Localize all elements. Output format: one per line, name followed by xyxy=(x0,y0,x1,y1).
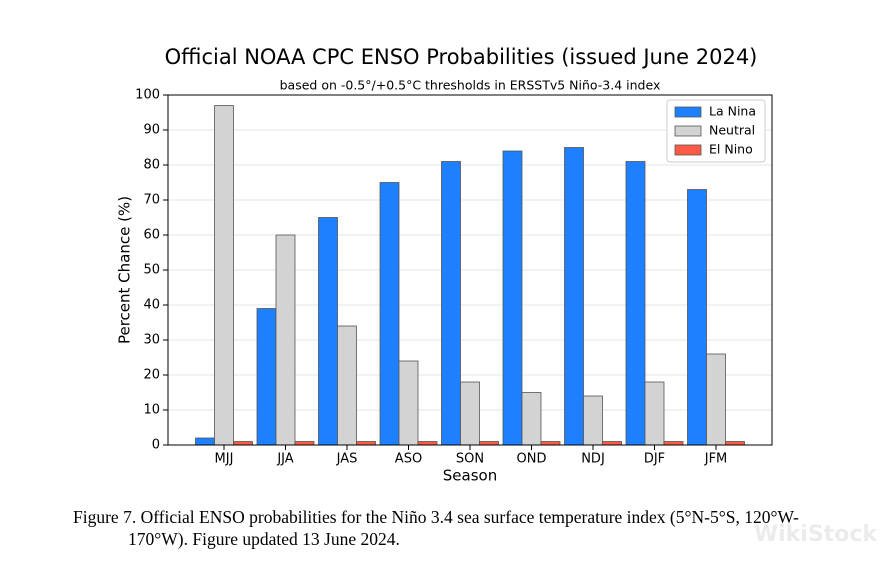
y-tick-label: 80 xyxy=(143,158,160,173)
y-tick-label: 10 xyxy=(143,403,160,418)
bar xyxy=(583,395,603,446)
y-tick-label: 90 xyxy=(143,123,160,138)
legend-label: La Nina xyxy=(709,104,756,119)
bar xyxy=(337,325,357,446)
bar xyxy=(687,189,707,446)
bar xyxy=(663,441,684,446)
x-axis-label: Season xyxy=(443,467,497,485)
bar xyxy=(602,441,622,446)
y-tick-label: 40 xyxy=(143,298,160,313)
y-tick-label: 0 xyxy=(152,438,160,453)
y-tick-label: 100 xyxy=(135,88,160,103)
bar xyxy=(521,392,542,446)
bar xyxy=(644,381,665,446)
bar xyxy=(417,441,438,446)
bar xyxy=(379,182,400,446)
bar xyxy=(564,147,584,446)
watermark: WikiStock xyxy=(753,522,877,547)
bar xyxy=(195,437,215,446)
x-tick-label: OND xyxy=(517,452,547,467)
legend-label: El Nino xyxy=(709,142,753,157)
bar xyxy=(256,308,277,446)
x-tick-label: JAS xyxy=(336,452,358,467)
bar xyxy=(540,441,561,446)
chart-subtitle: based on -0.5°/+0.5°C thresholds in ERSS… xyxy=(280,78,661,93)
x-tick-label: NDJ xyxy=(581,452,605,467)
bar xyxy=(725,441,745,446)
legend-swatch xyxy=(674,125,702,137)
bar xyxy=(275,234,296,446)
x-tick-label: SON xyxy=(456,452,484,467)
x-tick-label: JFM xyxy=(704,452,728,467)
bar xyxy=(214,105,234,446)
bar xyxy=(233,441,253,446)
y-tick-label: 20 xyxy=(143,368,160,383)
chart-title: Official NOAA CPC ENSO Probabilities (is… xyxy=(165,45,758,69)
y-tick-label: 60 xyxy=(143,228,160,243)
y-axis-label: Percent Chance (%) xyxy=(116,196,134,344)
y-tick-label: 70 xyxy=(143,193,160,208)
bar xyxy=(398,360,419,446)
x-tick-label: DJF xyxy=(644,452,665,467)
y-tick-label: 30 xyxy=(143,333,160,348)
chart: Official NOAA CPC ENSO Probabilities (is… xyxy=(116,45,773,485)
bar xyxy=(460,381,480,446)
bar xyxy=(318,217,338,446)
bar xyxy=(706,353,726,446)
x-tick-label: ASO xyxy=(395,452,422,467)
x-tick-label: MJJ xyxy=(215,452,234,467)
legend-swatch xyxy=(674,144,702,156)
bar xyxy=(294,441,315,446)
x-tick-label: JJA xyxy=(276,452,293,467)
bar xyxy=(479,441,499,446)
bar xyxy=(502,150,523,446)
bar xyxy=(356,441,376,446)
figure-caption: Figure 7. Official ENSO probabilities fo… xyxy=(73,507,799,549)
legend-label: Neutral xyxy=(709,123,755,138)
legend-swatch xyxy=(674,106,702,118)
bar xyxy=(441,161,461,446)
bar xyxy=(625,161,646,446)
plot-frame xyxy=(167,94,773,446)
y-tick-label: 50 xyxy=(143,263,160,278)
